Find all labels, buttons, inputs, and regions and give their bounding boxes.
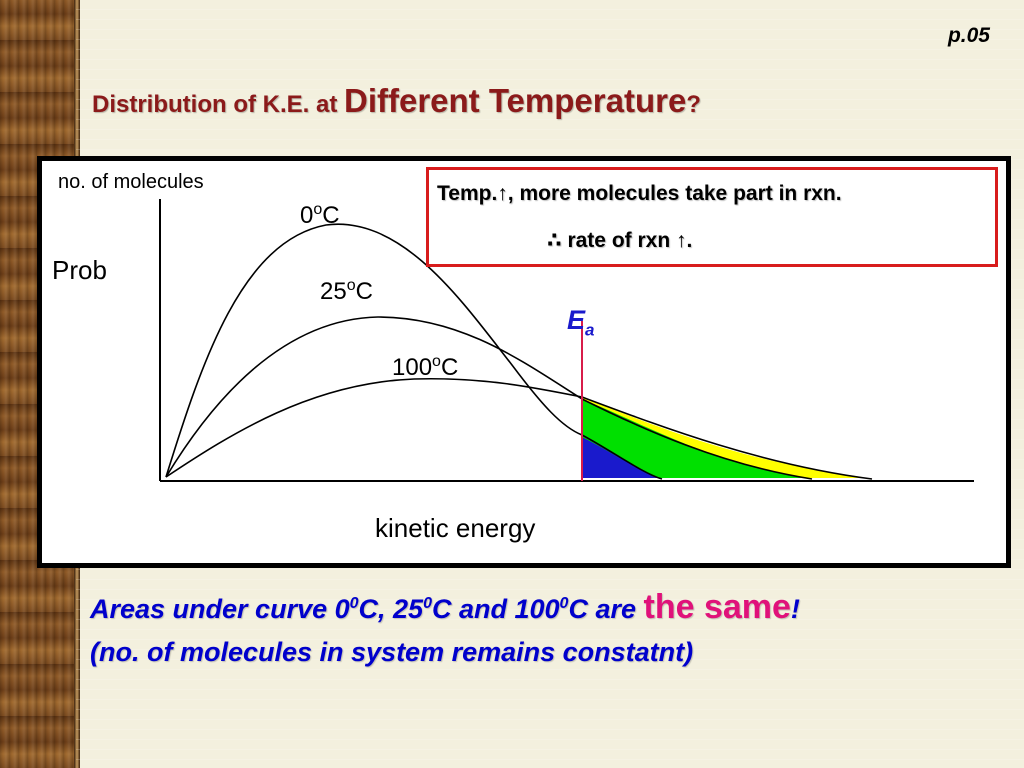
curve-25c <box>165 316 813 480</box>
label-25c: 25oC <box>320 277 373 305</box>
title-part-3: ? <box>686 91 701 118</box>
area-25c <box>582 399 802 478</box>
therefore-icon: ∴ <box>547 229 562 252</box>
up-arrow-icon: ↑ <box>676 229 687 252</box>
note-box: Temp.↑, more molecules take part in rxn.… <box>426 167 998 267</box>
page-number: p.05 <box>947 24 990 47</box>
title-part-2: Different Temperature <box>344 82 687 119</box>
y-axis-symbol: Prob <box>52 255 107 285</box>
up-arrow-icon: ↑ <box>497 182 508 205</box>
activation-energy-label: Ea <box>567 305 595 340</box>
distribution-graph <box>159 199 974 482</box>
y-axis-label: no. of molecules <box>58 171 204 193</box>
caption: Areas under curve 00C, 250C and 1000C ar… <box>90 582 1010 674</box>
title-part-1: Distribution of K.E. at <box>92 91 344 118</box>
note-line-2: ∴ rate of rxn ↑. <box>547 229 693 252</box>
curve-100c <box>165 377 873 480</box>
caption-highlight: the same <box>643 588 791 626</box>
area-0c <box>582 437 660 478</box>
x-axis-label: kinetic energy <box>375 513 536 543</box>
slide-title: Distribution of K.E. at Different Temper… <box>92 82 701 120</box>
caption-line-2: (no. of molecules in system remains cons… <box>90 637 694 667</box>
label-100c: 100oC <box>392 353 459 381</box>
note-line-1: Temp.↑, more molecules take part in rxn. <box>437 182 842 205</box>
caption-line-1: Areas under curve 00C, 250C and 1000C ar… <box>90 588 800 626</box>
label-0c: 0oC <box>300 201 340 229</box>
distribution-diagram: no. of molecules Prob kinetic energy 0oC… <box>37 156 1011 568</box>
curve-0c <box>165 223 663 480</box>
